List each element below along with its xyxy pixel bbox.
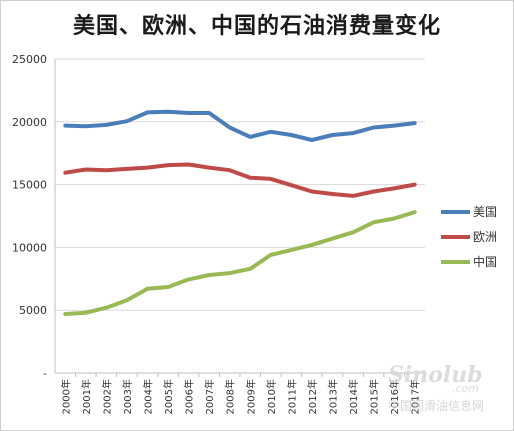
x-tick-label: 2001年 [80, 379, 93, 414]
watermark: Sinolub .com 中国润滑油信息网 [388, 362, 484, 413]
x-tick-label: 2017年 [409, 379, 422, 414]
x-tick-label: 2011年 [285, 379, 298, 414]
x-tick-label: 2003年 [121, 379, 134, 414]
watermark-domain: .com [452, 382, 479, 395]
chart-title: 美国、欧洲、中国的石油消费量变化 [72, 14, 441, 39]
x-tick-label: 2008年 [224, 379, 237, 414]
x-tick-label: 2016年 [388, 379, 401, 414]
x-tick-label: 2014年 [347, 379, 360, 414]
legend-label: 欧洲 [473, 230, 497, 244]
y-tick-label: 5000 [19, 304, 47, 317]
y-tick-label: 20000 [12, 116, 47, 129]
x-tick-label: 2013年 [327, 379, 340, 414]
x-tick-label: 2009年 [244, 379, 257, 414]
x-tick-label: 2015年 [368, 379, 381, 414]
watermark-site-name: 中国润滑油信息网 [388, 398, 484, 413]
y-tick-label: 25000 [12, 53, 47, 66]
x-axis-ticks: 2000年 2001年 2002年 2003年 2004年 2005年 2006年 2007年… [59, 373, 426, 414]
legend-label: 美国 [473, 205, 497, 219]
legend-label: 中国 [473, 254, 497, 269]
x-tick-label: 2002年 [100, 379, 113, 414]
x-tick-label: 2012年 [306, 379, 319, 414]
x-tick-label: 2007年 [203, 379, 216, 414]
x-tick-label: 2004年 [142, 379, 155, 414]
y-tick-label: 10000 [12, 241, 47, 254]
series-line-0 [63, 109, 417, 142]
y-tick-label: - [43, 367, 47, 380]
y-axis-ticks: 25000 20000 15000 10000 5000 - [12, 53, 47, 380]
y-tick-label: 15000 [12, 179, 47, 192]
series-line-2 [63, 210, 417, 316]
series-line-1 [63, 162, 417, 198]
watermark-logo: Sinolub [388, 362, 483, 388]
x-tick-label: 2006年 [183, 379, 196, 414]
x-tick-label: 2010年 [265, 379, 278, 414]
series-lines [63, 109, 417, 316]
grid-lines [54, 58, 425, 374]
x-tick-label: 2005年 [162, 379, 175, 414]
x-tick-label: 2000年 [59, 379, 72, 414]
